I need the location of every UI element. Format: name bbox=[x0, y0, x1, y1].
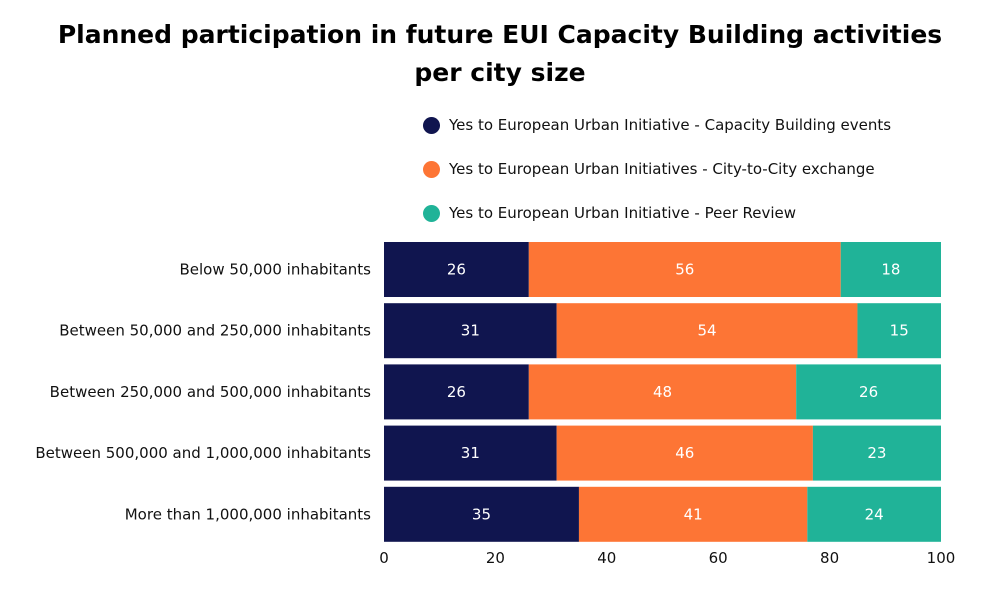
chart-title-line-2: per city size bbox=[414, 58, 586, 87]
category-label-between-500-000-and-1-000-000-inhabitants: Between 500,000 and 1,000,000 inhabitant… bbox=[35, 444, 371, 462]
data-label-between-250-000-and-500-000-inhabitants-peer-review: 26 bbox=[859, 383, 878, 401]
bar-between-500-000-and-1-000-000-inhabitants-peer-review bbox=[812, 425, 941, 481]
legend-label-peer-review: Yes to European Urban Initiative - Peer … bbox=[449, 204, 797, 222]
data-label-between-500-000-and-1-000-000-inhabitants-capacity-building: 31 bbox=[461, 444, 480, 462]
bar-more-than-1-000-000-inhabitants-capacity-building bbox=[384, 486, 579, 542]
bar-below-50-000-inhabitants-city-to-city bbox=[528, 242, 841, 297]
bar-between-250-000-and-500-000-inhabitants-capacity-building bbox=[384, 364, 529, 420]
x-tick-60: 60 bbox=[709, 549, 728, 567]
category-label-between-250-000-and-500-000-inhabitants: Between 250,000 and 500,000 inhabitants bbox=[50, 383, 372, 401]
data-label-more-than-1-000-000-inhabitants-city-to-city: 41 bbox=[684, 505, 703, 523]
category-label-between-50-000-and-250-000-inhabitants: Between 50,000 and 250,000 inhabitants bbox=[59, 322, 371, 340]
legend-label-city-to-city: Yes to European Urban Initiatives - City… bbox=[449, 160, 875, 178]
data-label-below-50-000-inhabitants-capacity-building: 26 bbox=[447, 261, 466, 279]
bar-more-than-1-000-000-inhabitants-peer-review bbox=[807, 486, 941, 542]
bar-below-50-000-inhabitants-peer-review bbox=[840, 242, 941, 297]
legend-label-capacity-building: Yes to European Urban Initiative - Capac… bbox=[449, 116, 892, 134]
category-label-below-50-000-inhabitants: Below 50,000 inhabitants bbox=[180, 261, 372, 279]
bar-between-250-000-and-500-000-inhabitants-peer-review bbox=[796, 364, 941, 420]
bar-more-than-1-000-000-inhabitants-city-to-city bbox=[578, 486, 808, 542]
data-label-below-50-000-inhabitants-city-to-city: 56 bbox=[675, 261, 694, 279]
legend-swatch-capacity-building bbox=[423, 117, 440, 134]
data-label-between-250-000-and-500-000-inhabitants-city-to-city: 48 bbox=[653, 383, 672, 401]
legend-item-capacity-building[interactable]: Yes to European Urban Initiative - Capac… bbox=[423, 112, 891, 156]
legend: Yes to European Urban Initiative - Capac… bbox=[423, 112, 891, 244]
bar-between-50-000-and-250-000-inhabitants-peer-review bbox=[857, 303, 941, 359]
bar-below-50-000-inhabitants-capacity-building bbox=[384, 242, 529, 297]
data-label-between-50-000-and-250-000-inhabitants-city-to-city: 54 bbox=[698, 322, 717, 340]
bar-between-500-000-and-1-000-000-inhabitants-city-to-city bbox=[556, 425, 813, 481]
data-label-more-than-1-000-000-inhabitants-capacity-building: 35 bbox=[472, 505, 491, 523]
data-label-between-250-000-and-500-000-inhabitants-capacity-building: 26 bbox=[447, 383, 466, 401]
bar-between-50-000-and-250-000-inhabitants-city-to-city bbox=[556, 303, 858, 359]
data-label-more-than-1-000-000-inhabitants-peer-review: 24 bbox=[865, 505, 884, 523]
x-tick-20: 20 bbox=[486, 549, 505, 567]
data-label-between-50-000-and-250-000-inhabitants-peer-review: 15 bbox=[890, 322, 909, 340]
legend-item-peer-review[interactable]: Yes to European Urban Initiative - Peer … bbox=[423, 200, 891, 244]
bar-between-500-000-and-1-000-000-inhabitants-capacity-building bbox=[384, 425, 557, 481]
legend-swatch-peer-review bbox=[423, 205, 440, 222]
x-tick-40: 40 bbox=[597, 549, 616, 567]
bar-between-250-000-and-500-000-inhabitants-city-to-city bbox=[528, 364, 797, 420]
x-tick-100: 100 bbox=[927, 549, 956, 567]
x-tick-0: 0 bbox=[379, 549, 389, 567]
legend-swatch-city-to-city bbox=[423, 161, 440, 178]
chart-title-line-1: Planned participation in future EUI Capa… bbox=[57, 20, 943, 49]
chart-title: Planned participation in future EUI Capa… bbox=[0, 16, 1000, 92]
data-label-between-500-000-and-1-000-000-inhabitants-city-to-city: 46 bbox=[675, 444, 694, 462]
data-label-between-50-000-and-250-000-inhabitants-capacity-building: 31 bbox=[461, 322, 480, 340]
data-label-between-500-000-and-1-000-000-inhabitants-peer-review: 23 bbox=[867, 444, 886, 462]
bar-between-50-000-and-250-000-inhabitants-capacity-building bbox=[384, 303, 557, 359]
category-label-more-than-1-000-000-inhabitants: More than 1,000,000 inhabitants bbox=[125, 505, 371, 523]
x-tick-80: 80 bbox=[820, 549, 839, 567]
legend-item-city-to-city[interactable]: Yes to European Urban Initiatives - City… bbox=[423, 156, 891, 200]
data-label-below-50-000-inhabitants-peer-review: 18 bbox=[881, 261, 900, 279]
